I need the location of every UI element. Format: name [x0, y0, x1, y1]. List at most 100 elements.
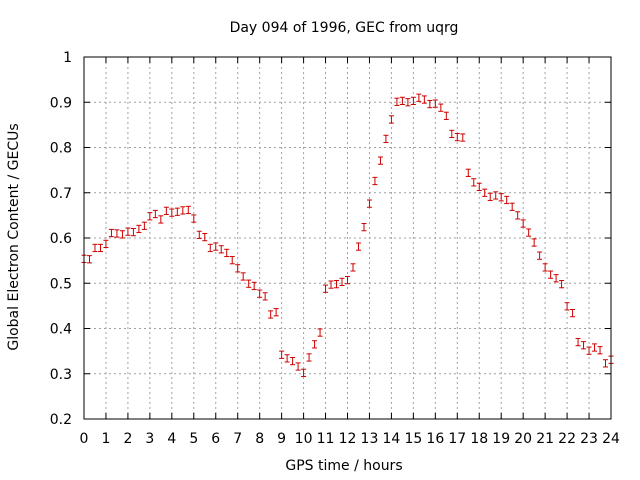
data-point — [581, 341, 587, 350]
x-tick-label: 17 — [448, 431, 466, 447]
data-point — [229, 256, 235, 265]
grid-lines — [84, 57, 611, 419]
data-point — [251, 281, 257, 291]
data-point — [476, 182, 482, 191]
data-point — [465, 168, 471, 177]
data-point — [388, 115, 394, 124]
data-point — [592, 343, 598, 352]
data-point — [317, 328, 323, 337]
data-point — [257, 289, 263, 298]
x-tick-label: 12 — [339, 431, 357, 447]
y-tick-label: 0.7 — [50, 186, 72, 202]
data-point — [471, 178, 477, 187]
data-point — [273, 308, 279, 317]
x-tick-label: 23 — [580, 431, 598, 447]
x-tick-label: 9 — [277, 431, 286, 447]
x-tick-label: 1 — [101, 431, 110, 447]
x-tick-label: 7 — [233, 431, 242, 447]
data-point — [312, 340, 318, 349]
data-point — [564, 302, 570, 311]
data-point — [323, 284, 329, 293]
y-tick-label: 0.8 — [50, 141, 72, 157]
data-point — [92, 243, 98, 253]
data-point — [213, 242, 219, 251]
data-point — [487, 192, 493, 201]
data-point — [191, 214, 197, 223]
y-tick-label: 0.4 — [50, 322, 72, 338]
y-tick-label: 0.2 — [50, 412, 72, 428]
data-point — [103, 239, 109, 249]
y-axis-title: Global Electron Content / GECUs — [6, 123, 22, 350]
data-point — [559, 280, 565, 289]
data-point — [202, 232, 208, 242]
data-point — [185, 205, 191, 215]
data-point — [460, 133, 466, 142]
data-point — [410, 96, 416, 106]
x-tick-label: 2 — [123, 431, 132, 447]
data-point — [454, 132, 460, 142]
data-point — [449, 129, 455, 139]
y-tick-label: 0.9 — [50, 95, 72, 111]
data-point — [163, 206, 169, 215]
x-tick-label: 21 — [536, 431, 554, 447]
data-point — [108, 228, 114, 238]
data-point — [328, 280, 334, 289]
data-point — [531, 238, 537, 247]
data-point — [174, 207, 180, 216]
data-point — [147, 212, 153, 221]
data-point — [553, 274, 559, 283]
data-point — [421, 95, 427, 104]
data-points — [81, 93, 614, 377]
x-tick-label: 13 — [361, 431, 379, 447]
data-point — [196, 230, 202, 239]
data-point — [432, 99, 438, 108]
plot-frame — [83, 56, 612, 420]
y-tick-label: 0.6 — [50, 231, 72, 247]
data-point — [141, 221, 147, 230]
x-tick-label: 24 — [602, 431, 620, 447]
y-tick-label: 0.5 — [50, 276, 72, 292]
x-tick-label: 5 — [189, 431, 198, 447]
data-point — [339, 277, 345, 287]
data-point — [548, 270, 554, 279]
data-point — [383, 134, 389, 144]
data-point — [218, 245, 224, 254]
data-point — [334, 280, 340, 289]
x-tick-label: 10 — [295, 431, 313, 447]
data-point — [130, 227, 136, 237]
data-point — [268, 310, 274, 319]
x-tick-label: 11 — [317, 431, 335, 447]
data-point — [570, 308, 576, 318]
data-point — [119, 230, 125, 239]
data-point — [509, 202, 515, 211]
data-point — [520, 219, 526, 228]
data-point — [152, 209, 158, 219]
data-point — [361, 223, 367, 232]
data-point — [575, 337, 581, 347]
x-tick-label: 18 — [470, 431, 488, 447]
data-point — [394, 97, 400, 106]
data-point — [399, 96, 405, 106]
data-point — [97, 243, 103, 253]
data-point — [443, 111, 449, 120]
y-tick-label: 0.3 — [50, 367, 72, 383]
data-point — [537, 251, 543, 260]
x-tick-label: 16 — [426, 431, 444, 447]
data-point — [246, 279, 252, 288]
x-tick-label: 19 — [492, 431, 510, 447]
data-point — [405, 98, 411, 107]
data-point — [125, 227, 131, 236]
x-tick-label: 4 — [167, 431, 176, 447]
data-point — [597, 346, 603, 355]
data-point — [295, 362, 301, 371]
x-tick-label: 15 — [404, 431, 422, 447]
data-point — [372, 176, 378, 186]
data-point — [224, 248, 230, 258]
data-point — [504, 195, 510, 205]
data-point — [355, 242, 361, 251]
data-point — [114, 229, 120, 238]
data-point — [207, 243, 213, 253]
x-tick-label: 20 — [514, 431, 532, 447]
x-axis-title: GPS time / hours — [285, 458, 402, 474]
data-point — [366, 199, 372, 208]
